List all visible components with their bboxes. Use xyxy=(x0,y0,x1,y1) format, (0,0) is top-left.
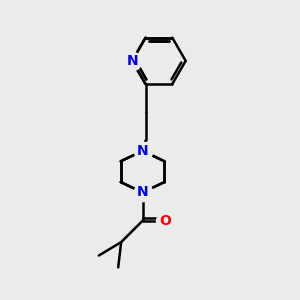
Text: N: N xyxy=(137,144,148,158)
Text: N: N xyxy=(137,144,148,158)
Text: N: N xyxy=(126,54,138,68)
Text: N: N xyxy=(137,185,148,200)
Text: O: O xyxy=(159,214,171,228)
Text: N: N xyxy=(137,185,148,200)
Text: N: N xyxy=(126,54,138,68)
